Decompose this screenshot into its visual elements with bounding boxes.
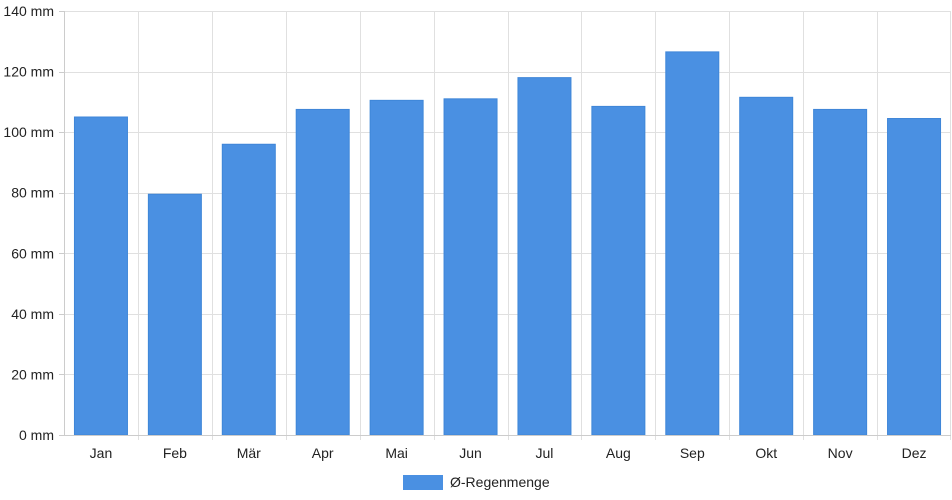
bar-Mär[interactable]: [221, 143, 276, 436]
x-axis-tick-labels: Jan Feb Mär Apr Mai Jun Jul Aug Sep Okt Nov Dez: [90, 445, 927, 461]
bars: [73, 51, 942, 436]
bar-Jun[interactable]: [443, 98, 498, 436]
x-tick-label: Mai: [385, 445, 408, 461]
y-tick-label: 20 mm: [11, 366, 54, 382]
y-tick-label: 140 mm: [3, 3, 54, 19]
x-tick-label: Feb: [163, 445, 187, 461]
legend[interactable]: Ø-Regenmenge: [403, 474, 550, 490]
x-tick-label: Jul: [536, 445, 554, 461]
y-tick-label: 80 mm: [11, 185, 54, 201]
y-tick-label: 40 mm: [11, 306, 54, 322]
x-tick-label: Okt: [755, 445, 777, 461]
x-tick-label: Sep: [680, 445, 705, 461]
x-tick-label: Aug: [606, 445, 631, 461]
bar-Dez[interactable]: [887, 118, 942, 436]
bar-Aug[interactable]: [591, 105, 646, 436]
x-tick-label: Dez: [902, 445, 927, 461]
x-tick-label: Jun: [459, 445, 482, 461]
legend-swatch[interactable]: [403, 475, 443, 490]
x-tick-label: Jan: [90, 445, 113, 461]
y-tick-label: 0 mm: [19, 427, 54, 443]
axes: [59, 11, 951, 436]
y-tick-label: 60 mm: [11, 245, 54, 261]
bar-Jan[interactable]: [73, 116, 128, 436]
x-tick-label: Nov: [828, 445, 853, 461]
x-tick-label: Mär: [237, 445, 261, 461]
bar-Okt[interactable]: [739, 96, 794, 436]
grid-lines: [64, 11, 951, 440]
bar-Jul[interactable]: [517, 77, 572, 436]
bar-Nov[interactable]: [813, 108, 868, 436]
bar-Mai[interactable]: [369, 99, 424, 436]
y-tick-label: 100 mm: [3, 124, 54, 140]
bar-Apr[interactable]: [295, 108, 350, 436]
legend-label[interactable]: Ø-Regenmenge: [450, 474, 550, 490]
y-tick-label: 120 mm: [3, 64, 54, 80]
y-axis-tick-labels: 0 mm 20 mm 40 mm 60 mm 80 mm 100 mm 120 mm 140 …: [3, 3, 54, 443]
bar-Feb[interactable]: [147, 193, 202, 436]
bar-Sep[interactable]: [665, 51, 720, 436]
x-tick-label: Apr: [312, 445, 334, 461]
